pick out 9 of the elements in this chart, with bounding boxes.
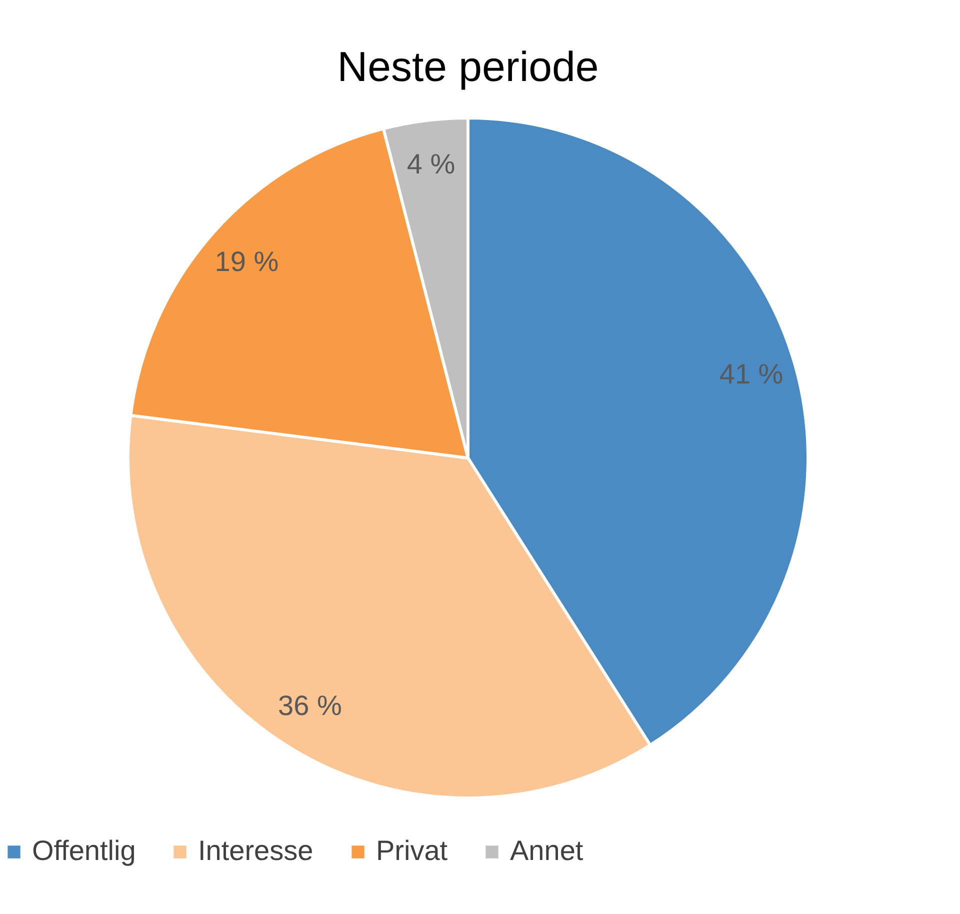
data-label: 4 % (406, 148, 456, 180)
data-label: 36 % (278, 690, 342, 722)
chart-title: Neste periode (337, 43, 599, 90)
legend-label: Privat (376, 835, 448, 866)
data-label: 19 % (214, 246, 279, 277)
data-label: 41 % (719, 358, 784, 390)
legend-label: Interesse (198, 835, 314, 866)
legend-label: Annet (510, 835, 584, 866)
legend-label: Offentlig (32, 835, 136, 866)
